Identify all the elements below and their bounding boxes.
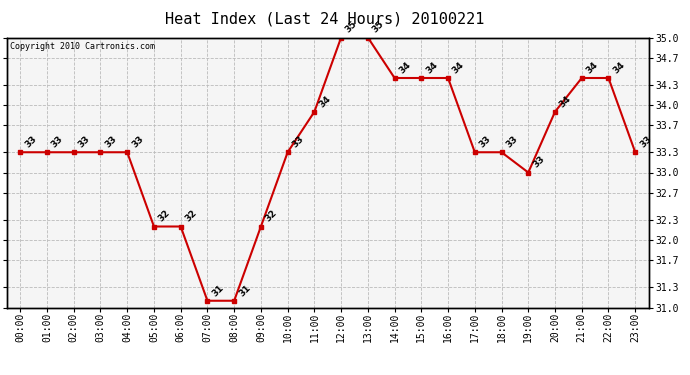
Text: 33: 33 (290, 134, 306, 150)
Text: Copyright 2010 Cartronics.com: Copyright 2010 Cartronics.com (10, 42, 155, 51)
Text: 34: 34 (451, 60, 466, 75)
Text: 33: 33 (531, 154, 546, 170)
Text: 33: 33 (77, 134, 92, 150)
Text: Heat Index (Last 24 Hours) 20100221: Heat Index (Last 24 Hours) 20100221 (165, 11, 484, 26)
Text: 34: 34 (397, 60, 413, 75)
Text: 31: 31 (210, 283, 226, 298)
Text: 34: 34 (424, 60, 440, 75)
Text: 32: 32 (184, 209, 199, 224)
Text: 34: 34 (584, 60, 600, 75)
Text: 33: 33 (50, 134, 65, 150)
Text: 33: 33 (130, 134, 145, 150)
Text: 33: 33 (477, 134, 493, 150)
Text: 33: 33 (104, 134, 119, 150)
Text: 33: 33 (638, 134, 653, 150)
Text: 34: 34 (317, 94, 333, 109)
Text: 31: 31 (237, 283, 252, 298)
Text: 35: 35 (344, 20, 359, 35)
Text: 32: 32 (157, 209, 172, 224)
Text: 32: 32 (264, 209, 279, 224)
Text: 35: 35 (371, 20, 386, 35)
Text: 34: 34 (611, 60, 627, 75)
Text: 33: 33 (23, 134, 38, 150)
Text: 34: 34 (558, 94, 573, 109)
Text: 33: 33 (504, 134, 520, 150)
